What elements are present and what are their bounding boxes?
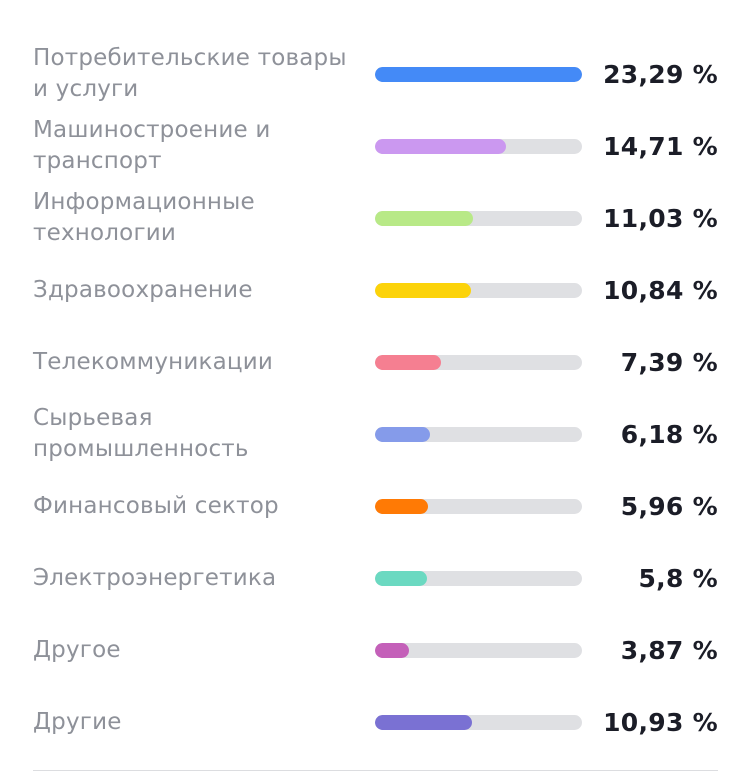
sector-row: Здравоохранение 10,84 % (0, 254, 750, 326)
sector-value: 5,96 % (620, 491, 718, 521)
bar-track (375, 571, 582, 586)
sector-value: 10,93 % (603, 707, 718, 737)
sector-row: Другие 10,93 % (0, 686, 750, 758)
sector-label: Машиностроение и транспорт (33, 117, 271, 174)
sector-label: Информационные технологии (33, 189, 255, 246)
bar-track (375, 67, 582, 82)
bar-track (375, 427, 582, 442)
sector-row: Информационные технологии 11,03 % (0, 182, 750, 254)
sector-label: Потребительские товары и услуги (33, 45, 347, 102)
bar-fill (375, 355, 441, 370)
sector-row: Потребительские товары и услуги 23,29 % (0, 38, 750, 110)
sector-value: 6,18 % (620, 419, 718, 449)
sector-value: 5,8 % (638, 563, 718, 593)
bottom-divider (33, 770, 718, 771)
bar-track (375, 499, 582, 514)
sector-allocation-chart: Потребительские товары и услуги 23,29 % Ма… (0, 38, 750, 758)
bar-fill (375, 571, 427, 586)
sector-label: Другое (33, 636, 121, 663)
sector-value: 14,71 % (603, 131, 718, 161)
bar-track (375, 643, 582, 658)
sector-row: Электроэнергетика 5,8 % (0, 542, 750, 614)
sector-row: Машиностроение и транспорт 14,71 % (0, 110, 750, 182)
sector-label: Другие (33, 708, 122, 735)
bar-track (375, 283, 582, 298)
sector-label: Электроэнергетика (33, 564, 277, 591)
bar-fill (375, 211, 473, 226)
sector-value: 7,39 % (620, 347, 718, 377)
sector-value: 3,87 % (620, 635, 718, 665)
bar-track (375, 139, 582, 154)
sector-row: Сырьевая промышленность 6,18 % (0, 398, 750, 470)
sector-row: Другое 3,87 % (0, 614, 750, 686)
sector-label: Телекоммуникации (33, 348, 274, 375)
sector-value: 10,84 % (603, 275, 718, 305)
bar-fill (375, 427, 430, 442)
bar-fill (375, 139, 506, 154)
sector-value: 11,03 % (603, 203, 718, 233)
bar-fill (375, 499, 428, 514)
sector-label: Сырьевая промышленность (33, 405, 249, 462)
sector-label: Финансовый сектор (33, 492, 279, 519)
sector-row: Финансовый сектор 5,96 % (0, 470, 750, 542)
bar-fill (375, 67, 582, 82)
bar-fill (375, 643, 410, 658)
bar-fill (375, 283, 472, 298)
bar-fill (375, 715, 473, 730)
bar-track (375, 715, 582, 730)
sector-value: 23,29 % (603, 59, 718, 89)
bar-track (375, 211, 582, 226)
sector-label: Здравоохранение (33, 276, 253, 303)
bar-track (375, 355, 582, 370)
sector-row: Телекоммуникации 7,39 % (0, 326, 750, 398)
